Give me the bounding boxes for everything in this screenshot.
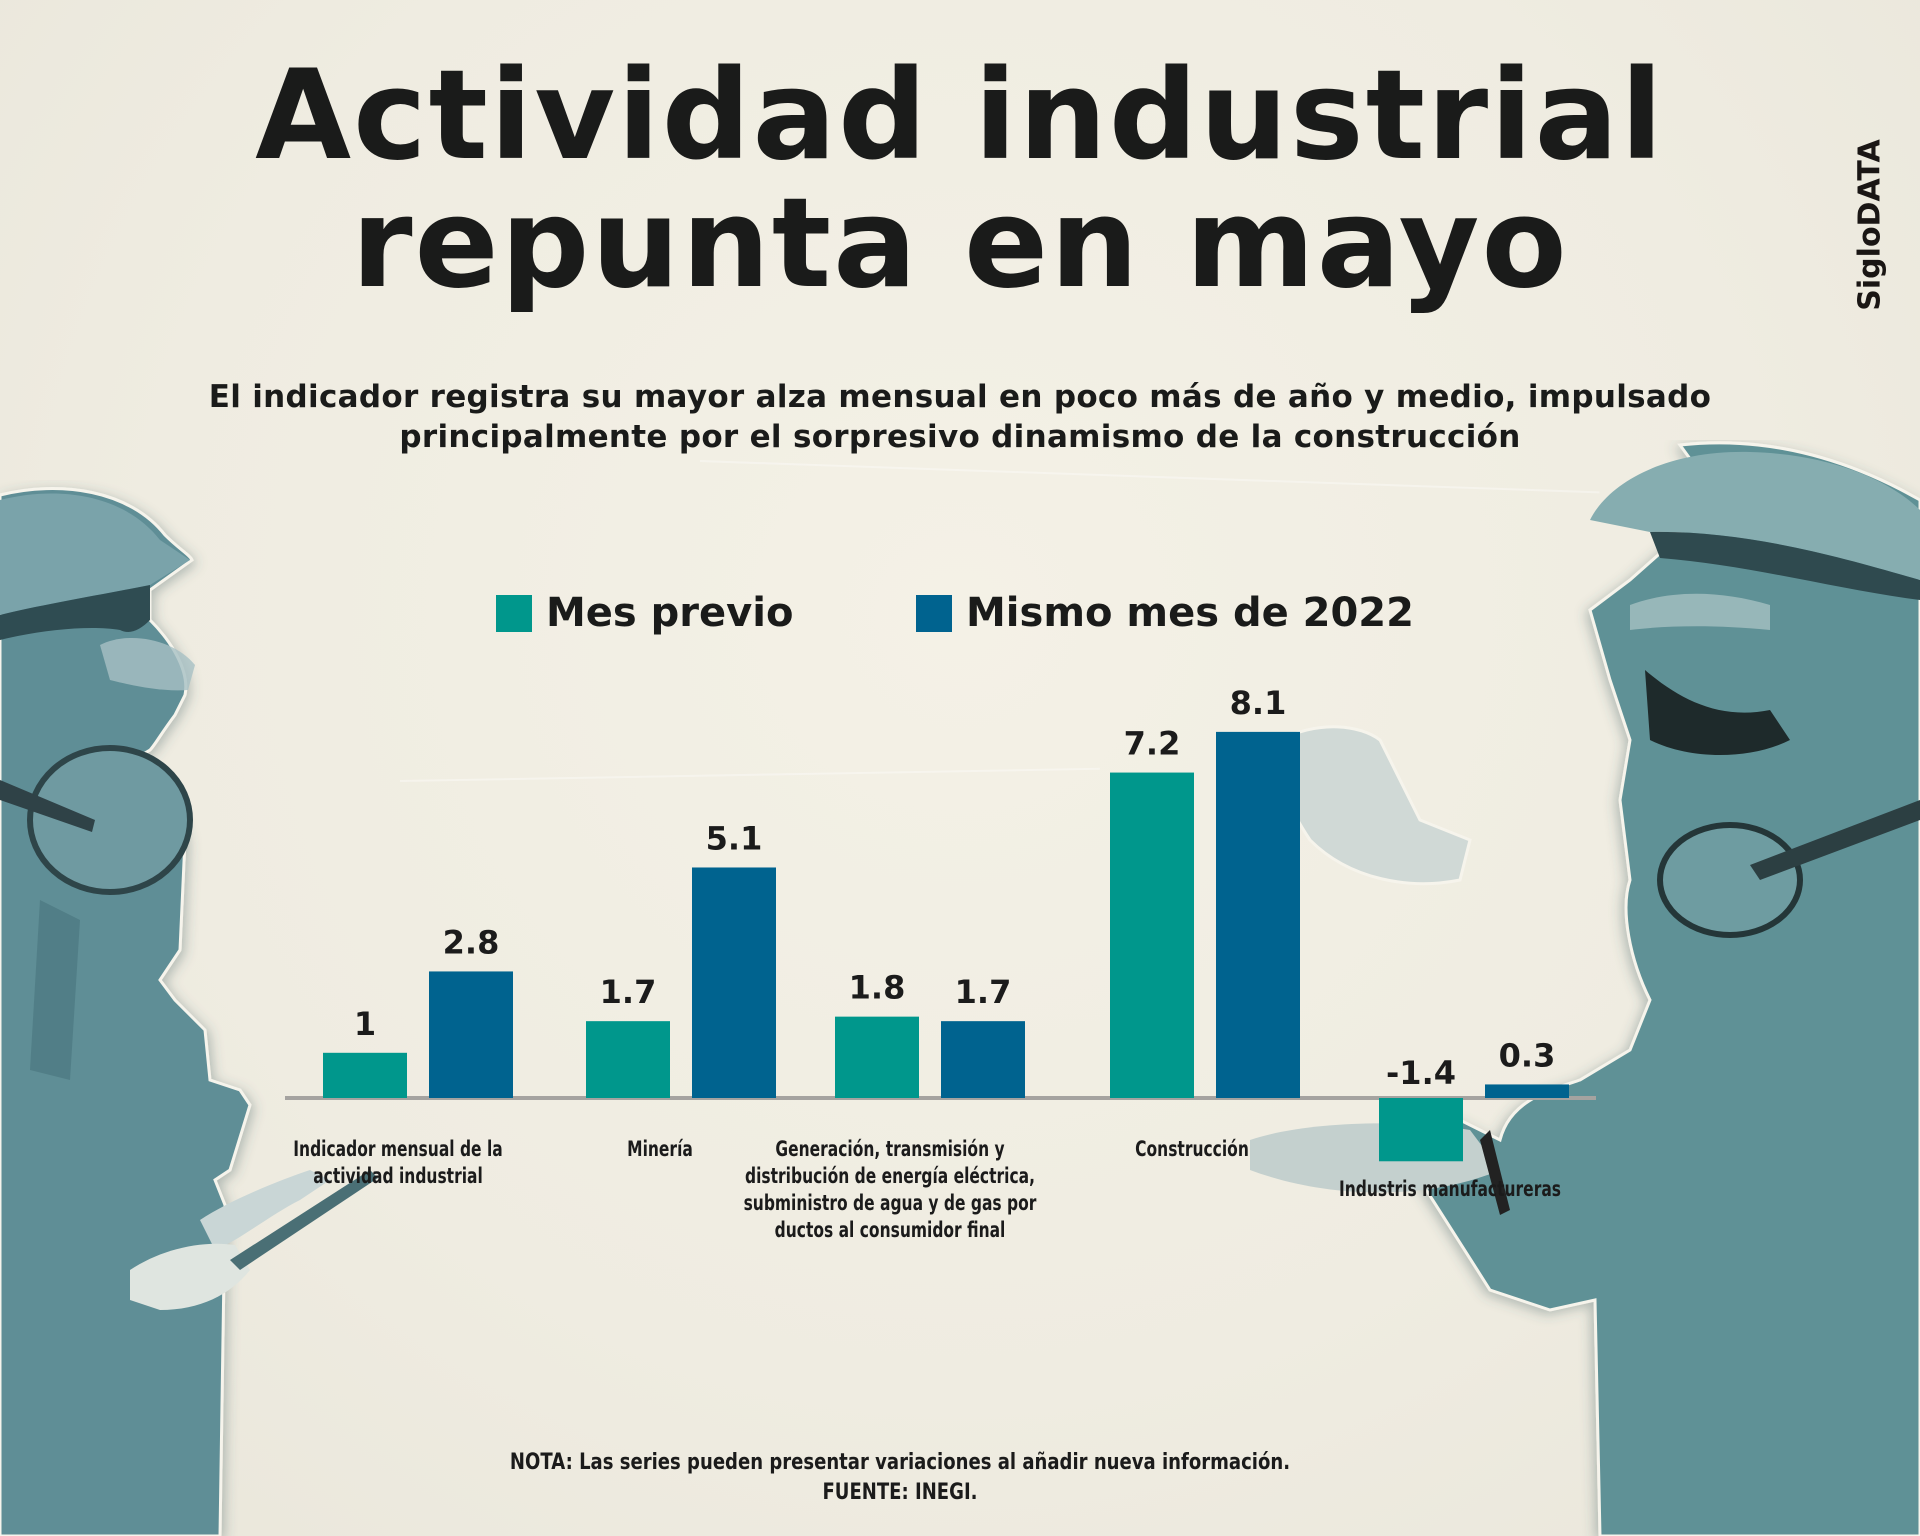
- data-label: 1.7: [600, 973, 657, 1011]
- legend-label: Mes previo: [546, 590, 794, 636]
- category-label: Generación, transmisión y distribución d…: [718, 1136, 1062, 1244]
- bar-mes-previo-1: [586, 1021, 670, 1098]
- title-line: repunta en mayo: [351, 172, 1569, 316]
- category-label: Construcción: [1110, 1136, 1274, 1163]
- category-label-line: Construcción: [1135, 1137, 1249, 1161]
- subtitle-line: principalmente por el sorpresivo dinamis…: [399, 419, 1521, 455]
- worker-left-illustration: [0, 486, 378, 1536]
- category-label-line: actividad industrial: [313, 1164, 483, 1188]
- category-label: Indicador mensual de la actividad indust…: [275, 1136, 521, 1190]
- category-label-line: Generación, transmisión y: [775, 1137, 1005, 1161]
- bar-mes-previo-3: [1110, 772, 1194, 1098]
- paper-crease: [399, 767, 1100, 782]
- title-line: Actividad industrial: [255, 44, 1665, 188]
- category-label-line: Indicador mensual de la: [293, 1137, 503, 1161]
- page-subtitle: El indicador registra su mayor alza mens…: [100, 377, 1820, 457]
- footnote-source: FUENTE: INEGI.: [822, 1480, 978, 1505]
- category-label: Industris manufactureras: [1323, 1176, 1577, 1203]
- bar-mismo-mes-2022-2: [941, 1021, 1025, 1098]
- legend-item-mes-previo: Mes previo: [496, 590, 793, 636]
- bar-mismo-mes-2022-0: [429, 971, 513, 1098]
- bar-mes-previo-2: [835, 1016, 919, 1098]
- data-label: 1.7: [955, 973, 1012, 1011]
- legend-swatch-series2: [916, 594, 952, 632]
- legend-item-mismo-mes-2022: Mismo mes de 2022: [916, 590, 1414, 636]
- category-label-line: Minería: [627, 1137, 693, 1161]
- footnote: NOTA: Las series pueden presentar variac…: [408, 1448, 1392, 1508]
- legend-label: Mismo mes de 2022: [966, 590, 1414, 636]
- footnote-note: NOTA: Las series pueden presentar variac…: [509, 1450, 1291, 1475]
- worker-right-illustration: [1250, 441, 1920, 1536]
- data-label: 2.8: [443, 923, 500, 961]
- page-title: Actividad industrial repunta en mayo: [0, 52, 1920, 308]
- subtitle-line: El indicador registra su mayor alza mens…: [208, 379, 1712, 415]
- category-label: Minería: [603, 1136, 718, 1163]
- category-label-line: ductos al consumidor final: [774, 1218, 1006, 1242]
- data-label: 5.1: [706, 819, 763, 857]
- legend-swatch-series1: [496, 594, 532, 632]
- category-label-line: distribución de energía eléctrica,: [745, 1164, 1035, 1188]
- bar-mismo-mes-2022-1: [692, 867, 776, 1098]
- data-label: 1.8: [849, 969, 906, 1007]
- category-label-line: subministro de agua y de gas por: [743, 1191, 1037, 1215]
- data-label: 7.2: [1124, 725, 1181, 763]
- category-label-line: Industris manufactureras: [1338, 1177, 1562, 1201]
